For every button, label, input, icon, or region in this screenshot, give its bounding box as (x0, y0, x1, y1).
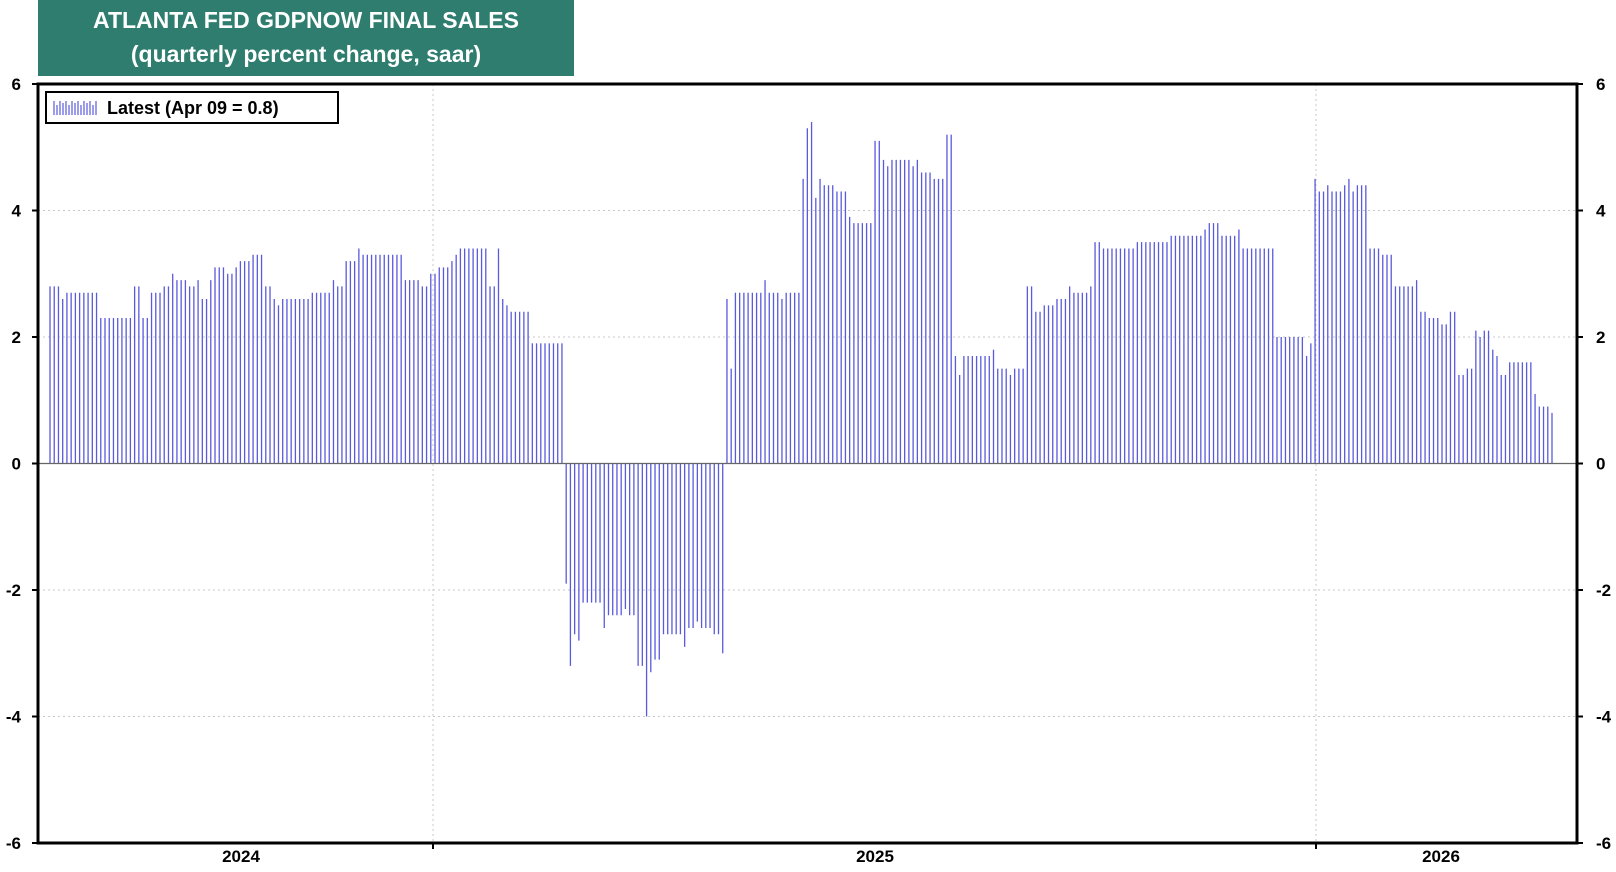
y-tick-label-left: 2 (12, 328, 21, 347)
axis-ticks: 6 6 4 4 2 2 0 0 -2 -2 -4 -4 -6 -6 2024 2025 2026 (6, 75, 1612, 866)
y-tick-label-right: 6 (1596, 75, 1605, 94)
y-tick-label-left: 0 (12, 455, 21, 474)
y-tick-label-right: -2 (1596, 581, 1611, 600)
y-tick-label-left: -2 (6, 581, 21, 600)
grid-lines (38, 84, 1577, 843)
chart-title-box: ATLANTA FED GDPNOW FINAL SALES (quarterl… (38, 0, 574, 76)
y-tick-label-right: 4 (1596, 202, 1606, 221)
x-tick-label: 2026 (1422, 847, 1460, 866)
legend-label: Latest (Apr 09 = 0.8) (107, 98, 279, 118)
y-tick-label-left: 6 (12, 75, 21, 94)
x-tick-label: 2025 (856, 847, 894, 866)
y-tick-label-right: -4 (1596, 708, 1612, 727)
chart-subtitle: (quarterly percent change, saar) (130, 41, 482, 67)
y-tick-label-right: -6 (1596, 834, 1611, 853)
x-tick-label: 2024 (222, 847, 260, 866)
bar-series (49, 121, 1553, 717)
y-tick-label-left: -6 (6, 834, 21, 853)
y-tick-label-left: -4 (6, 708, 22, 727)
legend-swatch (53, 101, 97, 115)
legend: Latest (Apr 09 = 0.8) (45, 91, 339, 124)
y-tick-label-left: 4 (12, 202, 22, 221)
legend-box (45, 91, 339, 124)
y-tick-label-right: 2 (1596, 328, 1605, 347)
y-tick-label-right: 0 (1596, 455, 1605, 474)
chart-title: ATLANTA FED GDPNOW FINAL SALES (93, 7, 519, 33)
